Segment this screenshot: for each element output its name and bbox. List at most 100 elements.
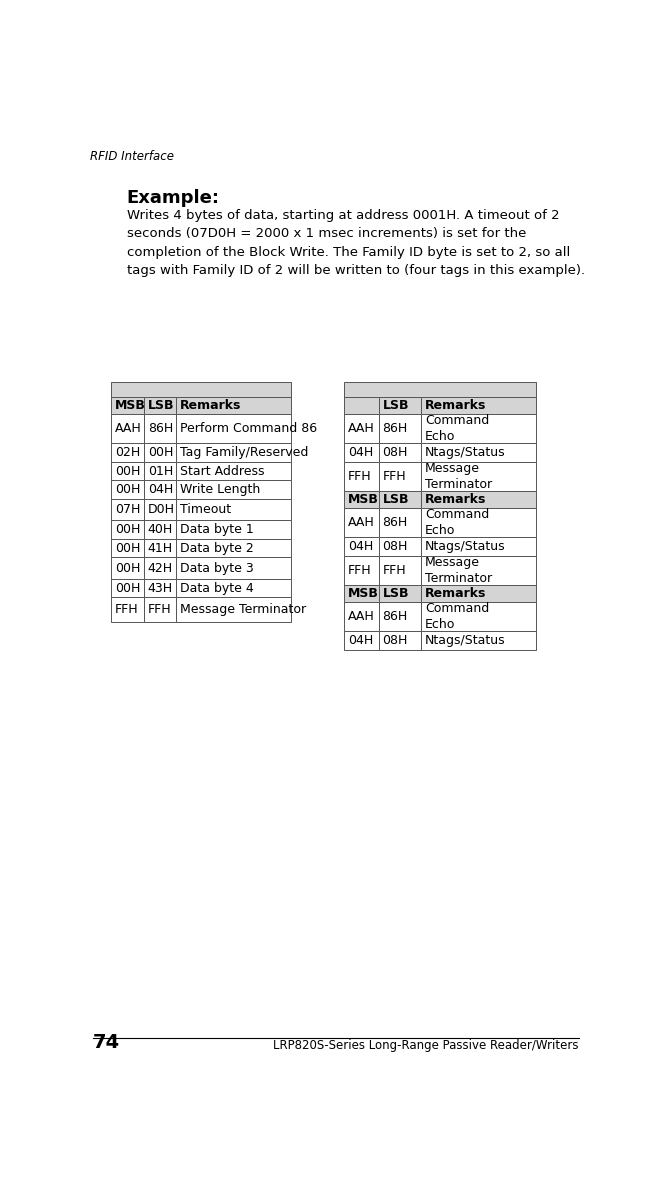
Text: 08H: 08H [383, 540, 408, 553]
Bar [421, 492, 536, 508]
Bar [111, 597, 144, 622]
Bar [379, 632, 421, 650]
Text: FFH: FFH [383, 564, 406, 577]
Text: Data byte 2: Data byte 2 [180, 542, 254, 555]
Bar [379, 602, 421, 632]
Bar [176, 397, 291, 414]
Text: Command
Echo: Command Echo [425, 602, 489, 631]
Text: 07H: 07H [115, 504, 141, 516]
Text: 04H: 04H [348, 540, 373, 553]
Bar [344, 556, 379, 585]
Text: 00H: 00H [115, 582, 141, 595]
Bar [111, 481, 144, 499]
Text: LSB: LSB [148, 399, 174, 412]
Bar [144, 520, 176, 538]
Bar [144, 538, 176, 558]
Bar [111, 538, 144, 558]
Text: FFH: FFH [148, 603, 172, 616]
Bar [144, 579, 176, 597]
Bar [176, 499, 291, 520]
Text: Writes 4 bytes of data, starting at address 0001H. A timeout of 2
seconds (07D0H: Writes 4 bytes of data, starting at addr… [127, 209, 585, 277]
Text: 43H: 43H [148, 582, 173, 595]
Text: LSB: LSB [383, 588, 409, 600]
Text: 08H: 08H [383, 446, 408, 459]
Bar [111, 414, 144, 444]
Bar [379, 492, 421, 508]
Text: MSB: MSB [348, 588, 379, 600]
Text: MSB: MSB [115, 399, 146, 412]
Bar [176, 481, 291, 499]
Bar [344, 492, 379, 508]
Bar [421, 585, 536, 602]
Text: RFID Interface: RFID Interface [90, 150, 174, 163]
Text: LRP820S-Series Long-Range Passive Reader/Writers: LRP820S-Series Long-Range Passive Reader… [273, 1038, 578, 1052]
Text: 86H: 86H [383, 610, 408, 623]
Bar [421, 632, 536, 650]
Text: 04H: 04H [348, 634, 373, 647]
Bar [379, 537, 421, 556]
Bar [144, 462, 176, 481]
Text: 74: 74 [93, 1032, 120, 1052]
Bar [344, 397, 379, 414]
Bar [111, 558, 144, 579]
Text: 04H: 04H [348, 446, 373, 459]
Bar [344, 585, 379, 602]
Bar [421, 414, 536, 444]
Bar [344, 508, 379, 537]
Text: MSB: MSB [348, 493, 379, 506]
Text: Data byte 4: Data byte 4 [180, 582, 254, 595]
Bar [111, 444, 144, 462]
Text: Timeout: Timeout [180, 504, 231, 516]
Text: 00H: 00H [115, 542, 141, 555]
Bar [379, 414, 421, 444]
Text: LSB: LSB [383, 493, 409, 506]
Bar [421, 556, 536, 585]
Text: Ntags/Status: Ntags/Status [425, 634, 506, 647]
Bar [421, 397, 536, 414]
Text: Remarks: Remarks [425, 588, 487, 600]
Text: AAH: AAH [348, 517, 375, 529]
Text: Message
Terminator: Message Terminator [425, 556, 493, 585]
Bar [379, 462, 421, 492]
Bar [176, 414, 291, 444]
Bar [344, 632, 379, 650]
Text: 00H: 00H [115, 465, 141, 477]
Text: Message
Terminator: Message Terminator [425, 462, 493, 492]
Bar [176, 558, 291, 579]
Bar [344, 537, 379, 556]
Text: 00H: 00H [115, 523, 141, 536]
Text: Command
Echo: Command Echo [425, 508, 489, 537]
Text: Remarks: Remarks [425, 399, 487, 412]
Bar [379, 585, 421, 602]
Bar [111, 397, 144, 414]
Text: 08H: 08H [383, 634, 408, 647]
Bar [176, 538, 291, 558]
Text: Write Length: Write Length [180, 483, 261, 496]
Bar [111, 462, 144, 481]
Bar [144, 397, 176, 414]
Bar [421, 462, 536, 492]
Text: AAH: AAH [348, 610, 375, 623]
Bar [111, 579, 144, 597]
Text: Data byte 1: Data byte 1 [180, 523, 254, 536]
Text: 86H: 86H [383, 517, 408, 529]
Text: FFH: FFH [383, 470, 406, 483]
Text: 00H: 00H [115, 561, 141, 574]
Bar [421, 602, 536, 632]
Bar [344, 444, 379, 462]
Bar [379, 444, 421, 462]
Text: AAH: AAH [348, 422, 375, 435]
Text: Remarks: Remarks [180, 399, 242, 412]
Text: 42H: 42H [148, 561, 173, 574]
Text: LSB: LSB [383, 399, 409, 412]
Text: 00H: 00H [115, 483, 141, 496]
Text: 40H: 40H [148, 523, 173, 536]
Bar [176, 520, 291, 538]
Bar [111, 520, 144, 538]
Text: 41H: 41H [148, 542, 173, 555]
Bar [344, 602, 379, 632]
Bar [144, 558, 176, 579]
Bar [176, 597, 291, 622]
Text: 02H: 02H [115, 446, 140, 459]
Text: Message Terminator: Message Terminator [180, 603, 307, 616]
